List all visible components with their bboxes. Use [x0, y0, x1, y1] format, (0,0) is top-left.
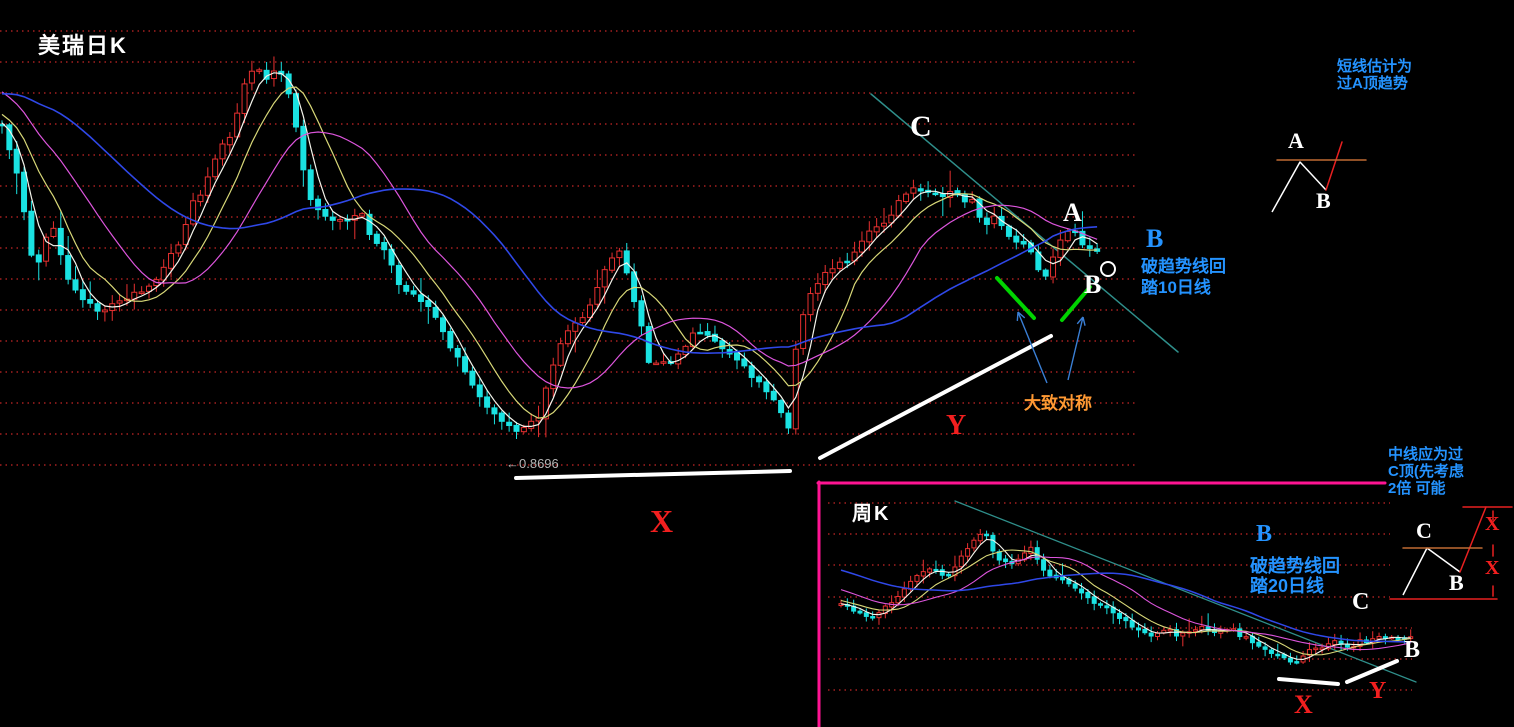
- mid-term-note: 中线应为过 C顶(先考虑 2倍 可能: [1388, 446, 1464, 497]
- daily-point-a-label: A: [1063, 198, 1082, 227]
- short-term-note: 短线估计为 过A顶趋势: [1337, 58, 1413, 92]
- weekly-diagram-b-label: B: [1449, 570, 1464, 595]
- daily-diagram-a-label: A: [1288, 128, 1304, 153]
- daily-ma-36: [1, 93, 1098, 355]
- daily-diagram-b-label: B: [1316, 188, 1331, 213]
- weekly-diagram-c-label: C: [1416, 518, 1432, 543]
- daily-gridlines: [0, 30, 1136, 466]
- weekly-trendlines-back[interactable]: [954, 500, 1417, 683]
- daily-wave-y-label: Y: [946, 410, 967, 441]
- daily-trendline-note: 破趋势线回 踏10日线: [1141, 257, 1226, 297]
- daily-chart: [0, 30, 1367, 480]
- weekly-wave-y-label: Y: [1369, 678, 1387, 704]
- weekly-ma-36: [840, 569, 1411, 643]
- daily-low-price-label: ←0.8696: [506, 456, 559, 471]
- daily-b-highlight-label: B: [1146, 224, 1164, 253]
- daily-point-c-label: C: [910, 110, 932, 143]
- daily-ma-9: [1, 86, 1098, 419]
- weekly-ma-18: [840, 556, 1411, 651]
- daily-wave-x-label: X: [650, 503, 674, 539]
- weekly-diagram-x1-label: X: [1485, 513, 1500, 535]
- weekly-point-b-label: B: [1404, 637, 1421, 663]
- weekly-diagram-x2-label: X: [1485, 557, 1500, 579]
- weekly-chart-title: 周K: [852, 503, 891, 525]
- weekly-chart-pane[interactable]: [820, 484, 1514, 727]
- daily-chart-pane[interactable]: [0, 0, 818, 480]
- weekly-ma-9: [840, 549, 1411, 656]
- weekly-wave-x-label: X: [1294, 690, 1313, 719]
- weekly-b-highlight-label: B: [1256, 521, 1273, 547]
- weekly-point-c-label: C: [1352, 589, 1370, 615]
- weekly-annotations[interactable]: [816, 480, 1513, 727]
- daily-candles: [0, 56, 1101, 440]
- symmetry-note: 大致对称: [1024, 394, 1092, 413]
- daily-ma-18: [1, 91, 1098, 389]
- weekly-gridlines: [828, 502, 1412, 691]
- daily-chart-title: 美瑞日K: [38, 33, 128, 58]
- weekly-trendline-note: 破趋势线回 踏20日线: [1250, 556, 1340, 596]
- weekly-ma-4: [840, 538, 1411, 660]
- weekly-chart: [816, 480, 1513, 727]
- daily-point-b-label: B: [1084, 270, 1102, 299]
- daily-annotations[interactable]: [514, 141, 1367, 480]
- daily-ma-4: [1, 72, 1098, 427]
